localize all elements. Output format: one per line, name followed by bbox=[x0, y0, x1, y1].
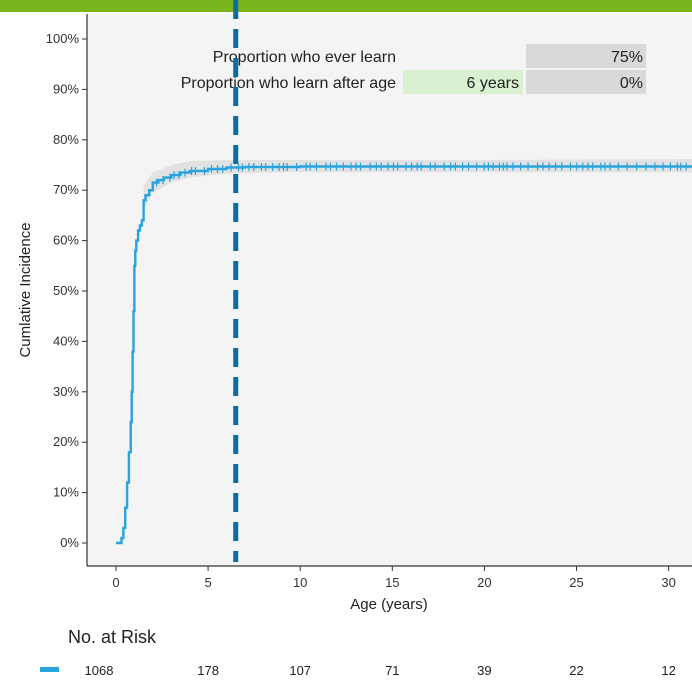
y-axis: 0% 10% 20% 30% 40% 50% 60% 70% 80% 90% 100% bbox=[46, 14, 88, 566]
risk-count: 107 bbox=[289, 663, 311, 678]
learn-after-label: Proportion who learn after age bbox=[181, 75, 396, 92]
risk-count: 178 bbox=[197, 663, 219, 678]
ever-learn-label: Proportion who ever learn bbox=[213, 49, 396, 66]
risk-count: 1068 bbox=[85, 663, 114, 678]
confidence-band bbox=[143, 159, 692, 211]
x-tick-label: 0 bbox=[112, 575, 119, 590]
risk-table-title: No. at Risk bbox=[68, 627, 157, 647]
risk-count: 39 bbox=[477, 663, 491, 678]
y-tick-label: 30% bbox=[53, 384, 79, 399]
y-tick-label: 10% bbox=[53, 485, 79, 500]
x-tick-label: 15 bbox=[385, 575, 399, 590]
ci-band-area bbox=[143, 159, 692, 211]
ever-learn-value-box bbox=[526, 44, 646, 68]
y-tick-label: 60% bbox=[53, 233, 79, 248]
x-tick-label: 10 bbox=[293, 575, 307, 590]
y-tick-label: 70% bbox=[53, 182, 79, 197]
y-tick-label: 90% bbox=[53, 81, 79, 96]
y-tick-label: 20% bbox=[53, 434, 79, 449]
x-tick-label: 30 bbox=[661, 575, 675, 590]
learn-after-value-box bbox=[526, 70, 646, 94]
y-tick-label: 80% bbox=[53, 132, 79, 147]
y-tick-label: 50% bbox=[53, 283, 79, 298]
x-tick-label: 5 bbox=[204, 575, 211, 590]
age-input-value[interactable]: 6 years bbox=[467, 75, 519, 92]
plot-panel bbox=[87, 14, 692, 566]
y-axis-title: Cumlative Incidence bbox=[17, 222, 34, 357]
incidence-curve bbox=[116, 165, 692, 545]
learn-after-value: 0% bbox=[620, 75, 643, 92]
risk-table-values: 1068 178 107 71 39 22 12 bbox=[85, 663, 676, 678]
age-input-box[interactable] bbox=[403, 70, 523, 94]
top-title-bar bbox=[0, 0, 692, 12]
risk-count: 12 bbox=[661, 663, 675, 678]
y-tick-label: 100% bbox=[46, 31, 80, 46]
x-axis-title: Age (years) bbox=[350, 596, 428, 613]
y-tick-label: 40% bbox=[53, 333, 79, 348]
risk-count: 71 bbox=[385, 663, 399, 678]
summary-table: Proportion who ever learn 75% Proportion… bbox=[181, 44, 646, 94]
censor-marks bbox=[155, 162, 687, 187]
risk-series-swatch bbox=[40, 667, 59, 672]
incidence-step-line bbox=[116, 165, 692, 545]
x-tick-label: 25 bbox=[569, 575, 583, 590]
x-axis: 0 5 10 15 20 25 30 bbox=[87, 565, 692, 590]
risk-count: 22 bbox=[569, 663, 583, 678]
y-tick-label: 0% bbox=[60, 535, 79, 550]
x-tick-label: 20 bbox=[477, 575, 491, 590]
ever-learn-value: 75% bbox=[611, 49, 643, 66]
